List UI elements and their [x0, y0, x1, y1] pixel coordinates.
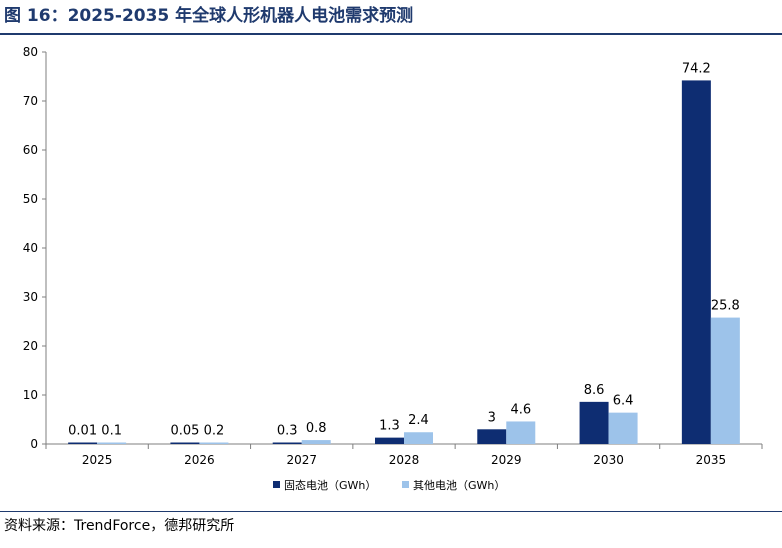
bar-other — [608, 412, 638, 444]
figure-title: 图 16：2025-2035 年全球人形机器人电池需求预测 — [4, 6, 414, 26]
data-label-other: 0.1 — [101, 424, 122, 439]
data-label-other: 0.2 — [204, 424, 225, 439]
y-tick-label: 70 — [23, 94, 38, 108]
y-tick-label: 80 — [23, 45, 38, 59]
x-tick-label: 2028 — [389, 453, 420, 467]
x-tick-label: 2026 — [184, 453, 215, 467]
figure-header: 图 16：2025-2035 年全球人形机器人电池需求预测 — [4, 4, 780, 30]
bar-other — [404, 432, 433, 444]
bar-other — [301, 440, 331, 444]
source-note: 资料来源：TrendForce，德邦研究所 — [4, 518, 235, 534]
x-tick-label: 2025 — [82, 453, 113, 467]
data-label-solid-state: 74.2 — [682, 61, 711, 76]
data-label-solid-state: 8.6 — [584, 383, 605, 398]
bar-solid-state — [579, 401, 609, 444]
legend-label: 其他电池（GWh） — [413, 479, 505, 492]
bar-solid-state — [477, 429, 507, 444]
y-tick-label: 60 — [23, 143, 38, 157]
y-tick-label: 20 — [23, 339, 38, 353]
x-tick-label: 2030 — [593, 453, 624, 467]
legend-label: 固态电池（GWh） — [284, 479, 376, 492]
data-label-other: 6.4 — [613, 394, 634, 409]
x-tick-label: 2029 — [491, 453, 522, 467]
top-rule — [0, 33, 782, 35]
bar-solid-state — [170, 442, 200, 444]
y-tick-label: 0 — [30, 437, 38, 451]
data-label-other: 4.6 — [510, 402, 531, 417]
bar-solid-state — [375, 437, 404, 444]
bar-solid-state — [68, 442, 98, 444]
y-tick-label: 10 — [23, 388, 38, 402]
bar-other — [199, 442, 229, 444]
data-label-other: 2.4 — [408, 413, 429, 428]
bar-other — [97, 442, 127, 444]
bar-other — [710, 317, 740, 444]
x-tick-label: 2027 — [286, 453, 317, 467]
legend-swatch — [273, 481, 280, 488]
y-tick-label: 40 — [23, 241, 38, 255]
data-label-solid-state: 1.3 — [379, 419, 400, 434]
bar-solid-state — [681, 80, 711, 445]
bar-solid-state — [272, 442, 302, 444]
data-label-other: 0.8 — [306, 421, 327, 436]
x-tick-label: 2035 — [696, 453, 727, 467]
data-label-solid-state: 3 — [488, 410, 496, 425]
legend-swatch — [402, 481, 409, 488]
y-tick-label: 30 — [23, 290, 38, 304]
data-label-solid-state: 0.01 — [68, 424, 97, 439]
bottom-rule — [0, 511, 782, 512]
y-tick-label: 50 — [23, 192, 38, 206]
data-label-solid-state: 0.3 — [277, 424, 298, 439]
data-label-solid-state: 0.05 — [170, 424, 199, 439]
data-label-other: 25.8 — [711, 299, 740, 314]
bar-other — [506, 421, 536, 444]
